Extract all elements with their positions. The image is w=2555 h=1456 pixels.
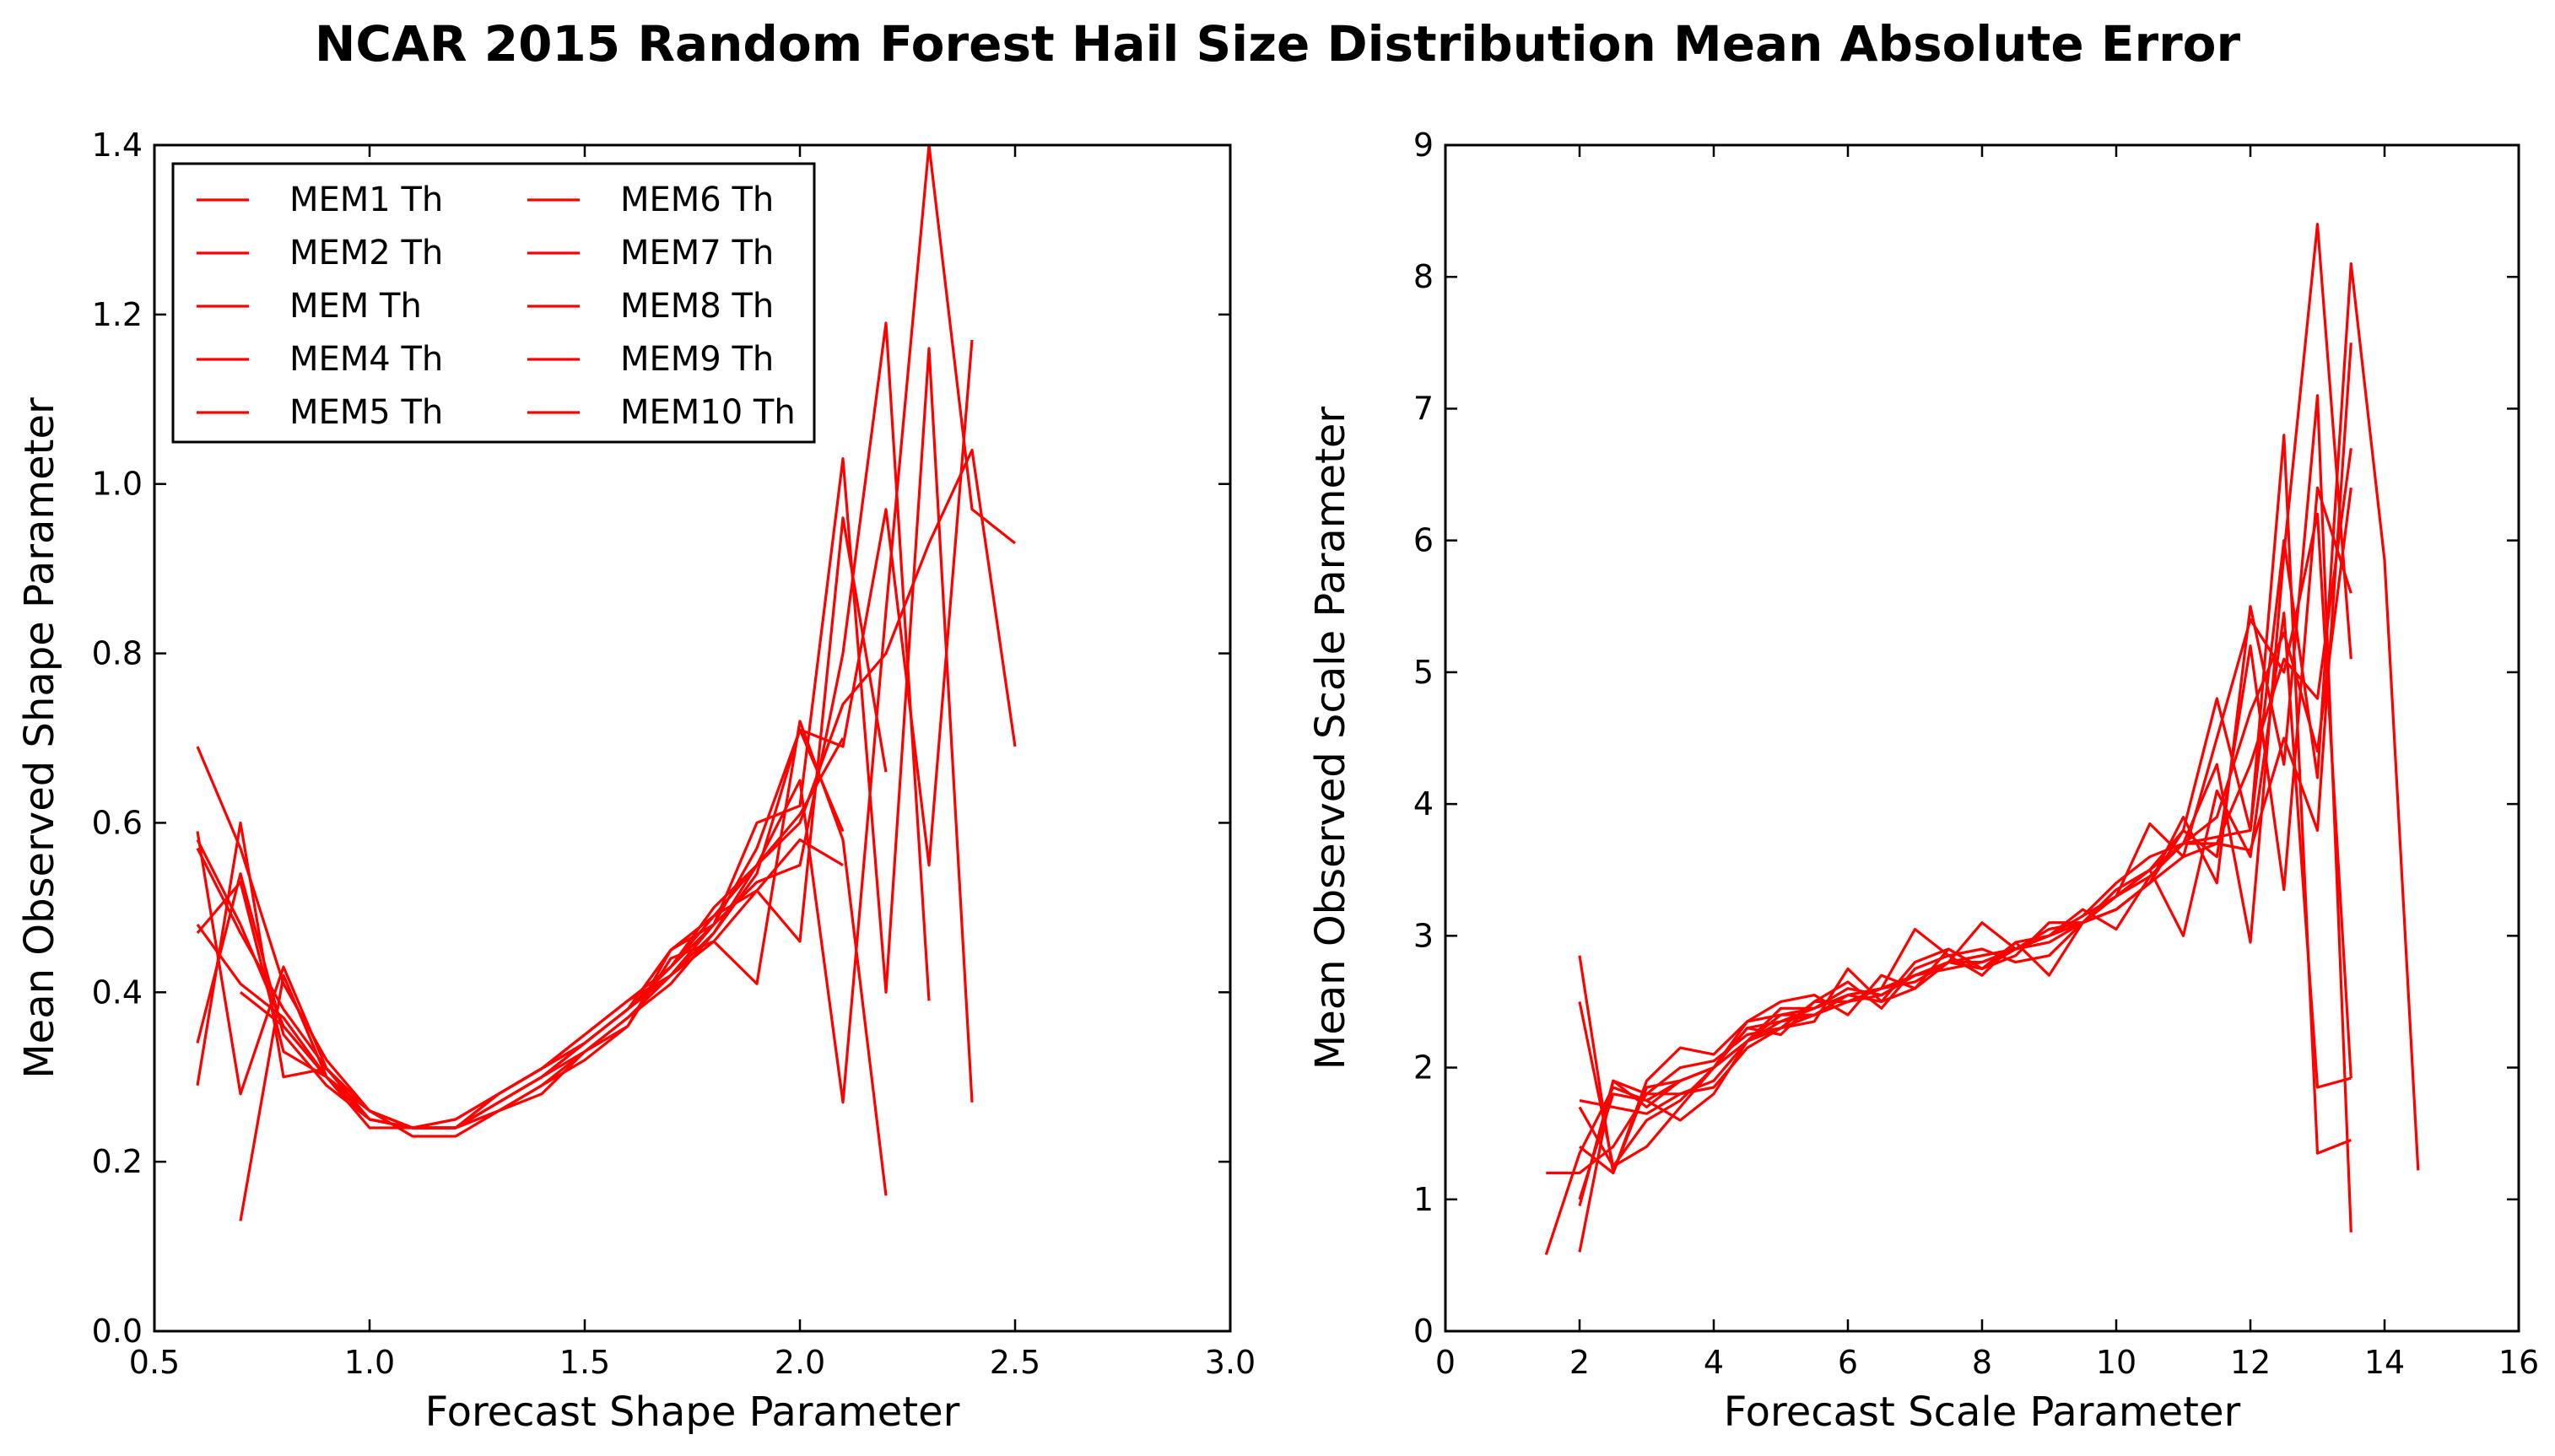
x-tick-label: 2.5: [990, 1344, 1040, 1381]
y-tick-label: 0.2: [92, 1143, 143, 1180]
x-tick-label: 2: [1569, 1344, 1590, 1381]
y-axis-label: Mean Observed Shape Parameter: [16, 397, 63, 1079]
x-axis-label: Forecast Scale Parameter: [1724, 1389, 2241, 1436]
legend-entry-label: MEM Th: [289, 287, 422, 326]
x-tick-label: 12: [2230, 1344, 2271, 1381]
y-tick-label: 0.8: [92, 635, 143, 672]
y-tick-label: 1.0: [92, 466, 143, 503]
y-tick-label: 0.0: [92, 1313, 143, 1350]
y-tick-label: 2: [1413, 1049, 1434, 1087]
y-tick-label: 5: [1413, 654, 1434, 691]
y-tick-label: 3: [1413, 917, 1434, 954]
x-tick-label: 0.5: [129, 1344, 180, 1381]
y-tick-label: 1.4: [92, 127, 143, 164]
series-line-10: [196, 737, 845, 1130]
x-tick-label: 4: [1704, 1344, 1724, 1381]
legend-frame: [171, 162, 816, 444]
legend-entry-label: MEM1 Th: [289, 181, 443, 219]
y-tick-label: 1: [1413, 1181, 1434, 1218]
series-line-7: [196, 821, 844, 1138]
series-line-8: [240, 516, 888, 1130]
x-tick-label: 16: [2498, 1344, 2539, 1381]
x-axis-label: Forecast Shape Parameter: [425, 1389, 960, 1436]
legend-entry-label: MEM7 Th: [620, 234, 774, 272]
y-tick-label: 9: [1413, 127, 1434, 164]
legend-entry-label: MEM6 Th: [620, 181, 774, 219]
series-line-1: [196, 339, 974, 1130]
legend-entry-label: MEM2 Th: [289, 234, 443, 272]
x-tick-label: 10: [2096, 1344, 2136, 1381]
x-tick-label: 1.0: [344, 1344, 395, 1381]
y-tick-label: 4: [1413, 785, 1434, 822]
x-tick-label: 6: [1838, 1344, 1858, 1381]
legend-entry-label: MEM4 Th: [289, 340, 443, 379]
y-axis-label: Mean Observed Scale Parameter: [1307, 407, 1354, 1070]
y-tick-label: 7: [1413, 390, 1434, 427]
plot-frame: [153, 143, 1232, 1333]
series-line-9: [196, 728, 845, 1130]
x-tick-label: 3.0: [1205, 1344, 1256, 1381]
series-line-1: [1578, 434, 2352, 1175]
y-tick-label: 0.6: [92, 804, 143, 841]
y-tick-label: 6: [1413, 522, 1434, 559]
y-tick-label: 0.4: [92, 973, 143, 1011]
x-tick-label: 8: [1972, 1344, 1992, 1381]
series-line-4: [1578, 512, 2352, 1200]
series-line-6: [1546, 448, 2352, 1175]
series-line-3: [1544, 342, 2352, 1255]
legend-entry-label: MEM8 Th: [620, 287, 774, 326]
legend-entry-label: MEM10 Th: [620, 393, 796, 432]
figure-title: NCAR 2015 Random Forest Hail Size Distri…: [315, 15, 2241, 73]
chart-panel-1: 0.5 1.0 1.5 2.0 2.5 3.0 0.0 0.2 0.4 0.6 0.8 1.0 1.2 1…: [16, 127, 1256, 1436]
legend: MEM1 Th MEM2 Th MEM Th MEM4 Th MEM5 Th MEM6 T…: [171, 162, 816, 444]
series-line-9: [1579, 486, 2352, 1175]
y-tick-label: 1.2: [92, 296, 143, 333]
legend-entry-label: MEM5 Th: [289, 393, 443, 432]
x-tick-label: 14: [2364, 1344, 2405, 1381]
series-line-8: [1578, 611, 2352, 1207]
x-tick-label: 2.0: [775, 1344, 825, 1381]
legend-entry-label: MEM9 Th: [620, 340, 774, 379]
series-line-4: [196, 321, 931, 1130]
series-line-3: [196, 347, 974, 1130]
series-line-10: [1578, 262, 2420, 1171]
y-tick-label: 8: [1413, 258, 1434, 295]
x-tick-label: 0: [1435, 1344, 1456, 1381]
y-tick-label: 0: [1413, 1313, 1434, 1350]
series-line-5: [196, 720, 888, 1196]
x-tick-label: 1.5: [559, 1344, 610, 1381]
